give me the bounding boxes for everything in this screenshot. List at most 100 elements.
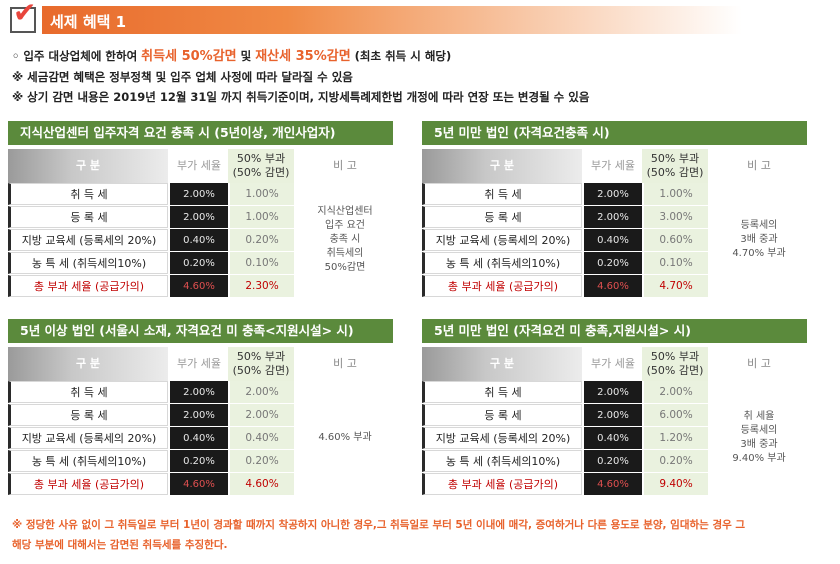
tax-rate-cell: 4.60% xyxy=(584,275,642,297)
table-row: 총 부과 세율 (공급가의) 4.60% 4.70% xyxy=(422,275,832,298)
column-header-rate: 부가 세율 xyxy=(591,159,635,172)
note-text: 및 xyxy=(236,49,256,63)
tax-panel: 5년 미만 법인 (자격요건충족 시) 구 분 부가 세율 50% 부과 (50% 감… xyxy=(422,121,832,298)
tax-name-cell: 총 부과 세율 (공급가의) xyxy=(8,275,168,297)
tax-name-cell: 농 특 세 (취득세의10%) xyxy=(422,252,582,274)
column-header-half: 50% 부과 (50% 감면) xyxy=(642,149,708,183)
remark-cell: 지식산업센터 입주 요건 충족 시 취득세의 50%감면 xyxy=(300,183,390,297)
tax-rate-cell: 0.20% xyxy=(170,252,228,274)
table-body: 취 득 세 2.00% 1.00% 등 록 세 2.00% 3.00% 지방 교육세 (등록… xyxy=(422,183,832,298)
tax-name-cell: 취 득 세 xyxy=(8,381,168,403)
tax-name-cell: 지방 교육세 (등록세의 20%) xyxy=(8,427,168,449)
column-header-rate: 부가 세율 xyxy=(177,357,221,370)
header-bar xyxy=(42,6,742,34)
header-shade xyxy=(8,149,168,183)
panel-title: 지식산업센터 입주자격 요건 충족 시 (5년이상, 개인사업자) xyxy=(8,121,393,145)
tax-half-cell: 2.00% xyxy=(644,381,708,403)
note-text: ◦ 입주 대상업체에 한하여 xyxy=(12,49,142,63)
tax-name-cell: 총 부과 세율 (공급가의) xyxy=(8,473,168,495)
page-title: 세제 혜택 1 xyxy=(50,13,127,31)
tax-half-cell: 3.00% xyxy=(644,206,708,228)
tax-half-cell: 0.10% xyxy=(644,252,708,274)
table-row: 지방 교육세 (등록세의 20%) 0.40% 0.40% xyxy=(8,427,418,450)
remark-cell: 4.60% 부과 xyxy=(300,381,390,495)
column-header-gubun: 구 분 xyxy=(489,159,515,172)
tax-rate-cell: 2.00% xyxy=(584,381,642,403)
table-header-row: 구 분 부가 세율 50% 부과 (50% 감면) 비 고 xyxy=(8,347,418,381)
table-row: 취 득 세 2.00% 1.00% xyxy=(422,183,832,206)
table-row: 농 특 세 (취득세의10%) 0.20% 0.10% xyxy=(422,252,832,275)
tax-name-cell: 등 록 세 xyxy=(8,206,168,228)
tax-half-cell: 9.40% xyxy=(644,473,708,495)
footer-notice: ※ 정당한 사유 없이 그 취득일로 부터 1년이 경과할 때까지 착공하지 아… xyxy=(12,515,832,555)
tax-rate-cell: 4.60% xyxy=(584,473,642,495)
tax-half-cell: 2.00% xyxy=(230,404,294,426)
tax-rate-cell: 2.00% xyxy=(584,206,642,228)
table-row: 농 특 세 (취득세의10%) 0.20% 0.20% xyxy=(8,450,418,473)
column-header-note: 비 고 xyxy=(747,357,771,370)
header-shade xyxy=(422,347,582,381)
tax-name-cell: 지방 교육세 (등록세의 20%) xyxy=(422,229,582,251)
tax-name-cell: 농 특 세 (취득세의10%) xyxy=(8,252,168,274)
tax-half-cell: 1.00% xyxy=(230,206,294,228)
highlight-text: 취득세 50%감면 xyxy=(141,49,237,64)
table-header-row: 구 분 부가 세율 50% 부과 (50% 감면) 비 고 xyxy=(422,347,832,381)
panel-title: 5년 이상 법인 (서울시 소재, 자격요건 미 충족<지원시설> 시) xyxy=(8,319,393,343)
tax-half-cell: 0.20% xyxy=(230,229,294,251)
tax-name-cell: 취 득 세 xyxy=(8,183,168,205)
table-row: 지방 교육세 (등록세의 20%) 0.40% 1.20% xyxy=(422,427,832,450)
tax-name-cell: 총 부과 세율 (공급가의) xyxy=(422,473,582,495)
column-header-gubun: 구 분 xyxy=(489,357,515,370)
table-row: 총 부과 세율 (공급가의) 4.60% 4.60% xyxy=(8,473,418,496)
tax-half-cell: 2.00% xyxy=(230,381,294,403)
footer-line-1: ※ 정당한 사유 없이 그 취득일로 부터 1년이 경과할 때까지 착공하지 아… xyxy=(12,519,746,531)
tax-rate-cell: 2.00% xyxy=(170,404,228,426)
tax-rate-cell: 2.00% xyxy=(584,404,642,426)
tax-rate-cell: 0.20% xyxy=(584,450,642,472)
tax-rate-cell: 2.00% xyxy=(170,381,228,403)
tax-rate-cell: 2.00% xyxy=(170,183,228,205)
tax-name-cell: 취 득 세 xyxy=(422,183,582,205)
tax-rate-cell: 0.40% xyxy=(584,229,642,251)
tax-rate-cell: 0.20% xyxy=(584,252,642,274)
tax-half-cell: 4.60% xyxy=(230,473,294,495)
column-header-note: 비 고 xyxy=(333,159,357,172)
checkmark-icon: ✔ xyxy=(13,0,37,29)
tax-name-cell: 등 록 세 xyxy=(422,404,582,426)
tax-half-cell: 1.00% xyxy=(230,183,294,205)
column-header-half: 50% 부과 (50% 감면) xyxy=(228,149,294,183)
header-shade xyxy=(8,347,168,381)
column-header-gubun: 구 분 xyxy=(75,357,101,370)
tax-name-cell: 농 특 세 (취득세의10%) xyxy=(422,450,582,472)
table-row: 총 부과 세율 (공급가의) 4.60% 9.40% xyxy=(422,473,832,496)
tax-rate-cell: 2.00% xyxy=(584,183,642,205)
tax-half-cell: 0.10% xyxy=(230,252,294,274)
table-row: 농 특 세 (취득세의10%) 0.20% 0.10% xyxy=(8,252,418,275)
note-text: (최초 취득 시 해당) xyxy=(350,49,452,63)
column-header-note: 비 고 xyxy=(333,357,357,370)
tax-rate-cell: 4.60% xyxy=(170,275,228,297)
table-row: 등 록 세 2.00% 3.00% xyxy=(422,206,832,229)
tax-half-cell: 4.70% xyxy=(644,275,708,297)
table-body: 취 득 세 2.00% 2.00% 등 록 세 2.00% 2.00% 지방 교육세 (등록… xyxy=(8,381,418,496)
tax-half-cell: 1.00% xyxy=(644,183,708,205)
table-body: 취 득 세 2.00% 1.00% 등 록 세 2.00% 1.00% 지방 교육세 (등록… xyxy=(8,183,418,298)
tax-name-cell: 농 특 세 (취득세의10%) xyxy=(8,450,168,472)
tax-rate-cell: 0.40% xyxy=(170,229,228,251)
column-header-gubun: 구 분 xyxy=(75,159,101,172)
tax-rate-cell: 0.40% xyxy=(170,427,228,449)
table-row: 지방 교육세 (등록세의 20%) 0.40% 0.20% xyxy=(8,229,418,252)
table-header-row: 구 분 부가 세율 50% 부과 (50% 감면) 비 고 xyxy=(422,149,832,183)
tax-panel: 지식산업센터 입주자격 요건 충족 시 (5년이상, 개인사업자) 구 분 부가 세… xyxy=(8,121,418,298)
tax-rate-cell: 0.40% xyxy=(584,427,642,449)
table-row: 등 록 세 2.00% 6.00% xyxy=(422,404,832,427)
note-line-3: ※ 상기 감면 내용은 2019년 12월 31일 까지 취득기준이며, 지방세… xyxy=(12,90,590,104)
tax-rate-cell: 4.60% xyxy=(170,473,228,495)
tax-rate-cell: 2.00% xyxy=(170,206,228,228)
tax-half-cell: 2.30% xyxy=(230,275,294,297)
table-body: 취 득 세 2.00% 2.00% 등 록 세 2.00% 6.00% 지방 교육세 (등록… xyxy=(422,381,832,496)
tax-rate-cell: 0.20% xyxy=(170,450,228,472)
column-header-rate: 부가 세율 xyxy=(591,357,635,370)
panel-title: 5년 미만 법인 (자격요건충족 시) xyxy=(422,121,807,145)
note-line-2: ※ 세금감면 혜택은 정부정책 및 입주 업체 사정에 따라 달라질 수 있음 xyxy=(12,70,353,84)
